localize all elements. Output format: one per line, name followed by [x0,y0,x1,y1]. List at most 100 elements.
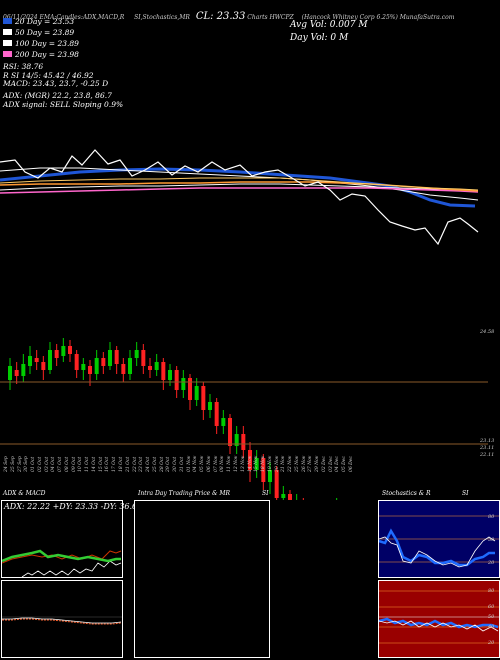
header-date: 06/11/2024 [3,14,38,21]
ema-orange-line-2 [0,177,479,191]
rsi-axis-40: 40 [488,624,495,630]
price-label-1: 24.58 [480,329,495,335]
stoch-axis-50: 50 [488,537,495,543]
date-label: 03 Oct [44,456,50,472]
date-axis: 24 Sep 25 Sep 27 Sep 30 Sep 01 Oct 02 Oct 03 O… [0,456,500,488]
date-label: 11 Nov [227,455,233,472]
ema-200-line [0,187,479,194]
date-label: 17 Oct [112,456,118,472]
price-label-4: 22.11 [480,452,495,458]
candle-body [181,378,186,390]
ema-legend: 20 Day = 23.53 50 Day = 23.89 100 Day = … [3,17,79,61]
stoch-k-line [379,528,495,567]
price-label-2: 23.13 [480,438,495,444]
candle-body [128,358,132,374]
date-label: 06 Dec [349,456,354,472]
candle-body [154,362,159,370]
macd-chart [2,616,122,625]
candle-body [121,364,126,374]
date-label: 27 Sep [17,456,23,472]
company-name: (Hancock Whitney Corp 6.25%) MunafaSutra… [301,14,455,21]
candle-body [201,386,206,410]
candle-body [101,358,106,366]
main-chart [0,149,488,500]
date-label: 15 Nov [254,455,260,472]
adx-panel-title: ADX & MACD [3,490,46,497]
candle-body [234,434,239,446]
date-label: 08 Oct [64,456,70,472]
rsi-panel [378,580,500,658]
candle-body [134,350,139,358]
date-label: 01 Oct [31,456,37,472]
candle-body [241,434,246,450]
candle-body [148,366,152,370]
stochastics-panel [378,500,500,578]
date-label: 13 Nov [240,455,246,472]
adx-values: ADX: 22.22 +DY: 23.33 -DY: 36.67 [4,502,143,511]
candle-body [168,370,172,380]
rsi-readout: RSI: 38.76 [3,62,44,71]
rsi-blue-line [379,617,499,629]
candle-body [228,418,232,446]
candle-body [221,418,226,426]
date-label: 16 Oct [105,456,111,472]
stoch-axis-80: 80 [488,514,495,520]
rsi-axis-20: 20 [488,640,495,646]
adx-green-line [2,549,121,563]
rsi-chart [379,590,499,644]
macd-signal-line [2,618,122,625]
rsi-axis-60: 60 [488,604,495,610]
ema-row-20: 20 Day = 23.53 [3,17,79,28]
date-label: 09 Oct [71,456,77,472]
rsi-axis-50: 50 [488,614,495,620]
candle-body [161,362,166,380]
date-label: 19 Nov [267,455,273,472]
candle-body [81,364,86,370]
candle-body [74,354,79,370]
candle-body [254,458,259,470]
avg-volume: Avg Vol: 0.007 M [290,20,368,30]
date-label: 30 Sep [24,456,30,472]
date-label: 14 Oct [91,456,97,472]
date-label: 04 Nov [193,455,199,472]
chart-header: 06/11/2024 EMA:Candles:ADX,MACD,R SI,Sto… [3,11,497,22]
candle-body [248,450,252,470]
date-label: 12 Nov [234,455,239,472]
candle-body [28,356,32,366]
candle-body [108,350,112,366]
date-label: 29 Nov [315,455,321,472]
date-label: 31 Oct [179,456,185,472]
indicator-readouts: RSI: 38.76 R SI 14/5: 45.42 / 46.92 MACD… [3,62,123,109]
candle-body [48,350,52,370]
ema-100-line [0,183,479,192]
candle-body [34,358,39,362]
ema-swatch-100 [3,40,12,46]
rsi-white-line [379,620,499,632]
date-label: 08 Nov [220,455,226,472]
intra-panel-title: Intra Day Trading Price & MR [138,490,231,497]
date-label: 01 Nov [186,455,192,472]
date-label: 05 Dec [342,456,348,472]
date-label: 07 Nov [213,455,219,472]
candle-body [41,362,46,370]
date-label: 04 Dec [335,456,341,472]
date-label: 23 Oct [139,456,145,472]
candle-body [268,470,272,482]
ema-swatch-50 [3,29,12,35]
date-label: 03 Dec [328,456,334,472]
macd-readout: MACD: 23.43, 23.7, -0.25 D [3,79,109,88]
date-label: 02 Oct [37,456,43,472]
adx-chart [2,549,122,577]
date-label: 14 Nov [247,455,253,472]
candle-body [208,402,212,410]
stoch-panel-si: SI [462,490,469,497]
date-label: 28 Oct [159,456,165,472]
adx-panel: ADX: 22.22 +DY: 23.33 -DY: 36.67 [1,500,142,578]
ema-row-200: 200 Day = 23.98 [3,50,79,61]
ema-swatch-200 [3,51,12,57]
date-label: 11 Oct [85,456,91,472]
candle-body [261,458,266,482]
candle-body [141,350,146,366]
price-line [0,149,479,246]
macd-panel [1,580,123,658]
